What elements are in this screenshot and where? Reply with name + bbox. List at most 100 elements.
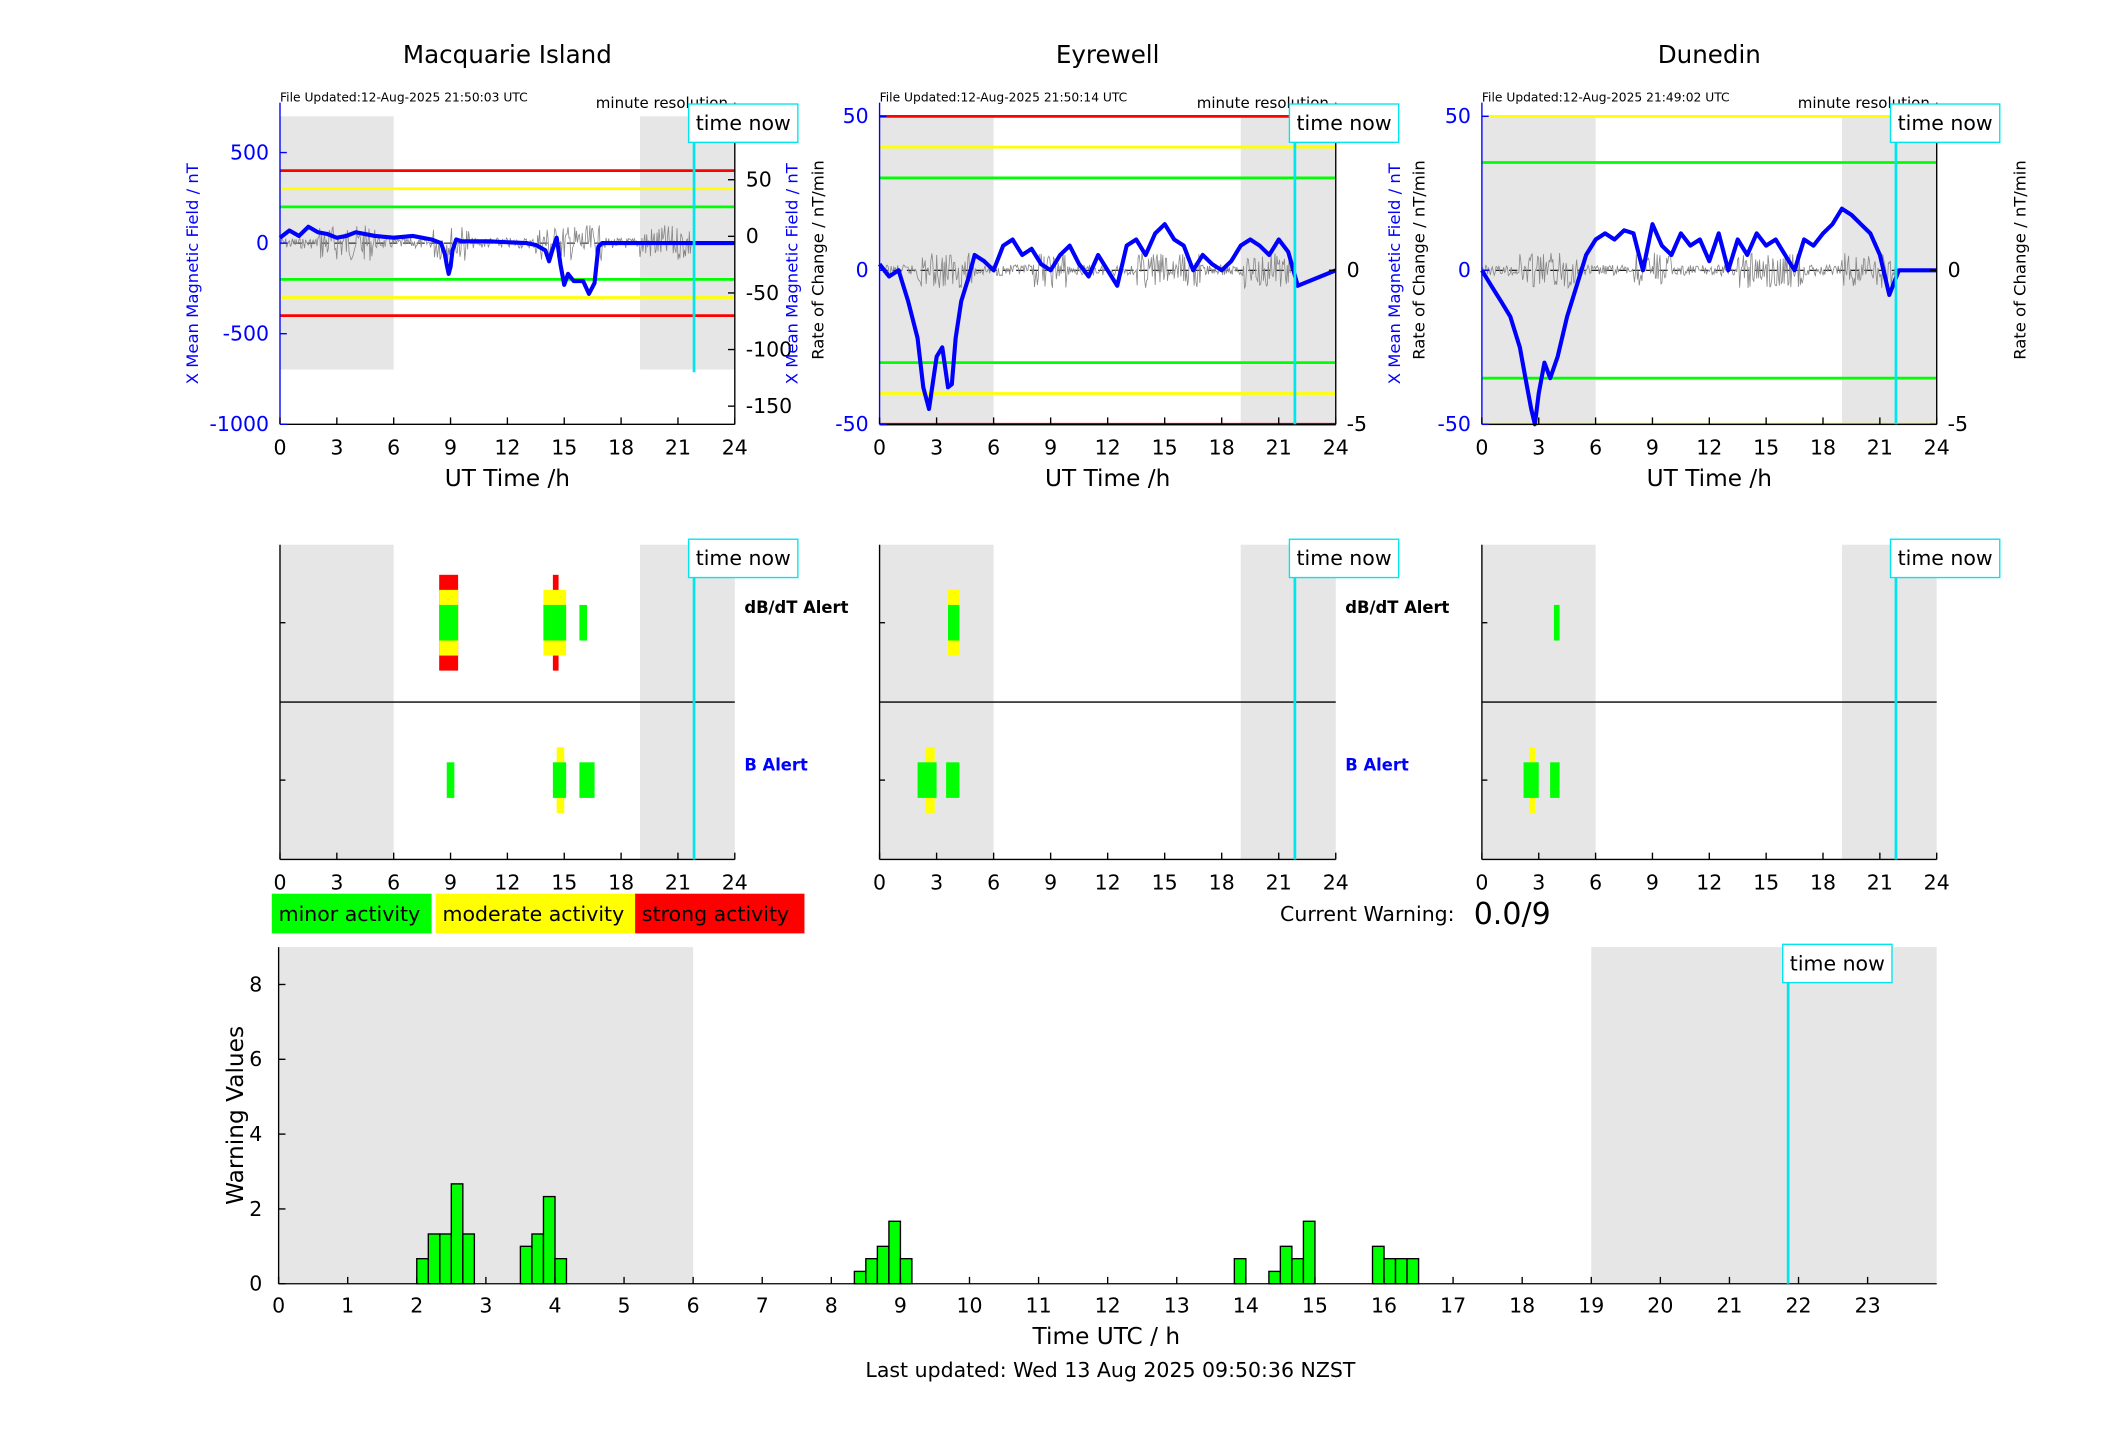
eyrewell-ytick-label: 50: [843, 104, 869, 128]
macquarie-y2tick-label: 0: [746, 224, 759, 248]
warning-bar: [888, 1220, 902, 1285]
eyrewell-xlabel: UT Time /h: [1045, 465, 1170, 492]
warning-bar: [899, 1257, 913, 1285]
warning-bar: [554, 1257, 568, 1285]
dunedin-alert-dbdt-block-minor: [1553, 604, 1560, 641]
eyrewell-alert-xtick-label: 12: [1095, 871, 1121, 895]
macquarie-alert-time-now-label: time now: [696, 546, 791, 570]
warning-xtick-label: 1: [341, 1293, 354, 1317]
eyrewell-rate-trace: [879, 252, 1295, 290]
macquarie-alert-dbdt-block-minor: [543, 604, 551, 641]
warning-xtick-label: 6: [687, 1293, 700, 1317]
dunedin-alert-xtick-label: 0: [1475, 871, 1488, 895]
warning-bar: [450, 1183, 464, 1285]
warning-bar: [519, 1245, 533, 1285]
dunedin-alert-xtick-label: 12: [1696, 871, 1722, 895]
dunedin-xtick-label: 9: [1646, 435, 1659, 459]
macquarie-alert-xtick-label: 9: [444, 871, 457, 895]
macquarie-alert-b-block-minor: [579, 762, 595, 798]
warning-bar: [1406, 1257, 1420, 1285]
dunedin-xtick-label: 12: [1696, 435, 1722, 459]
eyrewell-xtick-label: 24: [1323, 435, 1349, 459]
dunedin-ytick-label: 50: [1445, 104, 1471, 128]
warning-xtick-label: 20: [1647, 1293, 1673, 1317]
warning-xtick-label: 2: [410, 1293, 423, 1317]
macquarie-alert-xtick-label: 18: [608, 871, 634, 895]
eyrewell-alert-xtick-label: 24: [1323, 871, 1349, 895]
warning-bar: [439, 1233, 453, 1285]
eyrewell-alert-xtick-label: 18: [1209, 871, 1235, 895]
eyrewell-alert-dbdt-block-minor: [948, 604, 960, 641]
macquarie-alert-time-now-box: [687, 538, 799, 579]
current-warning-value: 0.0/9: [1474, 897, 1551, 932]
macquarie-y2tick-label: -150: [746, 394, 792, 418]
warning-bar: [1279, 1245, 1293, 1285]
macquarie-ytick-label: -500: [223, 322, 269, 346]
macquarie-alert-dbdt-block-minor: [579, 604, 587, 641]
dunedin-time-now-label: time now: [1898, 111, 1993, 135]
eyrewell-alert-xtick-label: 3: [930, 871, 943, 895]
warning-ylabel: Warning Values: [222, 1026, 249, 1205]
warning-xtick-label: 15: [1302, 1293, 1328, 1317]
legend-minor-swatch: [271, 893, 432, 934]
warning-bar: [1302, 1220, 1316, 1285]
warning-ytick-label: 6: [249, 1047, 262, 1071]
eyrewell-xtick-label: 9: [1044, 435, 1057, 459]
warning-bar: [1291, 1257, 1305, 1285]
eyrewell-ytick-label: 0: [856, 258, 869, 282]
warning-shade-1: [1591, 947, 1937, 1284]
dunedin-xtick-label: 21: [1867, 435, 1893, 459]
last-updated-footer: Last updated: Wed 13 Aug 2025 09:50:36 N…: [865, 1358, 1355, 1382]
legend-strong-label: strong activity: [642, 902, 789, 926]
macquarie-y2tick-label: 50: [746, 168, 772, 192]
macquarie-alert-dbdt-block-minor: [439, 604, 459, 641]
warning-xtick-label: 7: [756, 1293, 769, 1317]
macquarie-time-now-label: time now: [696, 111, 791, 135]
warning-xtick-label: 8: [825, 1293, 838, 1317]
eyrewell-xtick-label: 15: [1152, 435, 1178, 459]
dunedin-title: Dunedin: [1658, 40, 1761, 69]
dunedin-xlabel: UT Time /h: [1647, 465, 1772, 492]
dunedin-alert-xtick-label: 18: [1810, 871, 1836, 895]
eyrewell-alert-b-label: B Alert: [1345, 756, 1409, 775]
macquarie-ylabel-right: Rate of Change / nT/min: [809, 160, 828, 360]
current-warning-label: Current Warning:: [1280, 902, 1455, 926]
warning-xtick-label: 22: [1785, 1293, 1811, 1317]
warning-bar: [1268, 1270, 1282, 1285]
eyrewell-alert-xtick-label: 15: [1152, 871, 1178, 895]
warning-bar: [865, 1257, 879, 1285]
dunedin-alert-xtick-label: 21: [1867, 871, 1893, 895]
dunedin-xtick-label: 24: [1924, 435, 1950, 459]
dunedin-alert-time-now-box: [1889, 538, 2001, 579]
dunedin-alert-b-block-minor: [1550, 762, 1560, 798]
macquarie-xtick-label: 3: [330, 435, 343, 459]
eyrewell-y2tick-label: -5: [1347, 412, 1367, 436]
warning-ytick-label: 4: [249, 1122, 262, 1146]
dunedin-xtick-label: 6: [1589, 435, 1602, 459]
warning-xtick-label: 14: [1233, 1293, 1259, 1317]
macquarie-xtick-label: 9: [444, 435, 457, 459]
warning-xtick-label: 19: [1578, 1293, 1604, 1317]
eyrewell-time-now-label: time now: [1297, 111, 1392, 135]
warning-xtick-label: 21: [1716, 1293, 1742, 1317]
eyrewell-alert-time-now-box: [1288, 538, 1400, 579]
dunedin-alert-xtick-label: 6: [1589, 871, 1602, 895]
legend-moderate-swatch: [435, 893, 636, 934]
eyrewell-field-line: [877, 222, 1337, 411]
macquarie-xtick-label: 0: [273, 435, 286, 459]
eyrewell-alert-b-block-minor: [917, 762, 937, 798]
warning-xtick-label: 9: [894, 1293, 907, 1317]
warning-time-now-box: [1782, 943, 1893, 984]
warning-bar: [531, 1233, 545, 1285]
macquarie-alert-xtick-label: 3: [330, 871, 343, 895]
warning-xtick-label: 4: [548, 1293, 561, 1317]
warning-bar: [1383, 1257, 1397, 1285]
macquarie-y2tick-label: -50: [746, 281, 779, 305]
macquarie-ytick-label: -1000: [210, 412, 270, 436]
warning-xtick-label: 11: [1026, 1293, 1052, 1317]
warning-bar: [427, 1233, 441, 1285]
dunedin-ytick-label: -50: [1438, 412, 1471, 436]
dunedin-alert-xtick-label: 9: [1646, 871, 1659, 895]
dunedin-xtick-label: 15: [1753, 435, 1779, 459]
